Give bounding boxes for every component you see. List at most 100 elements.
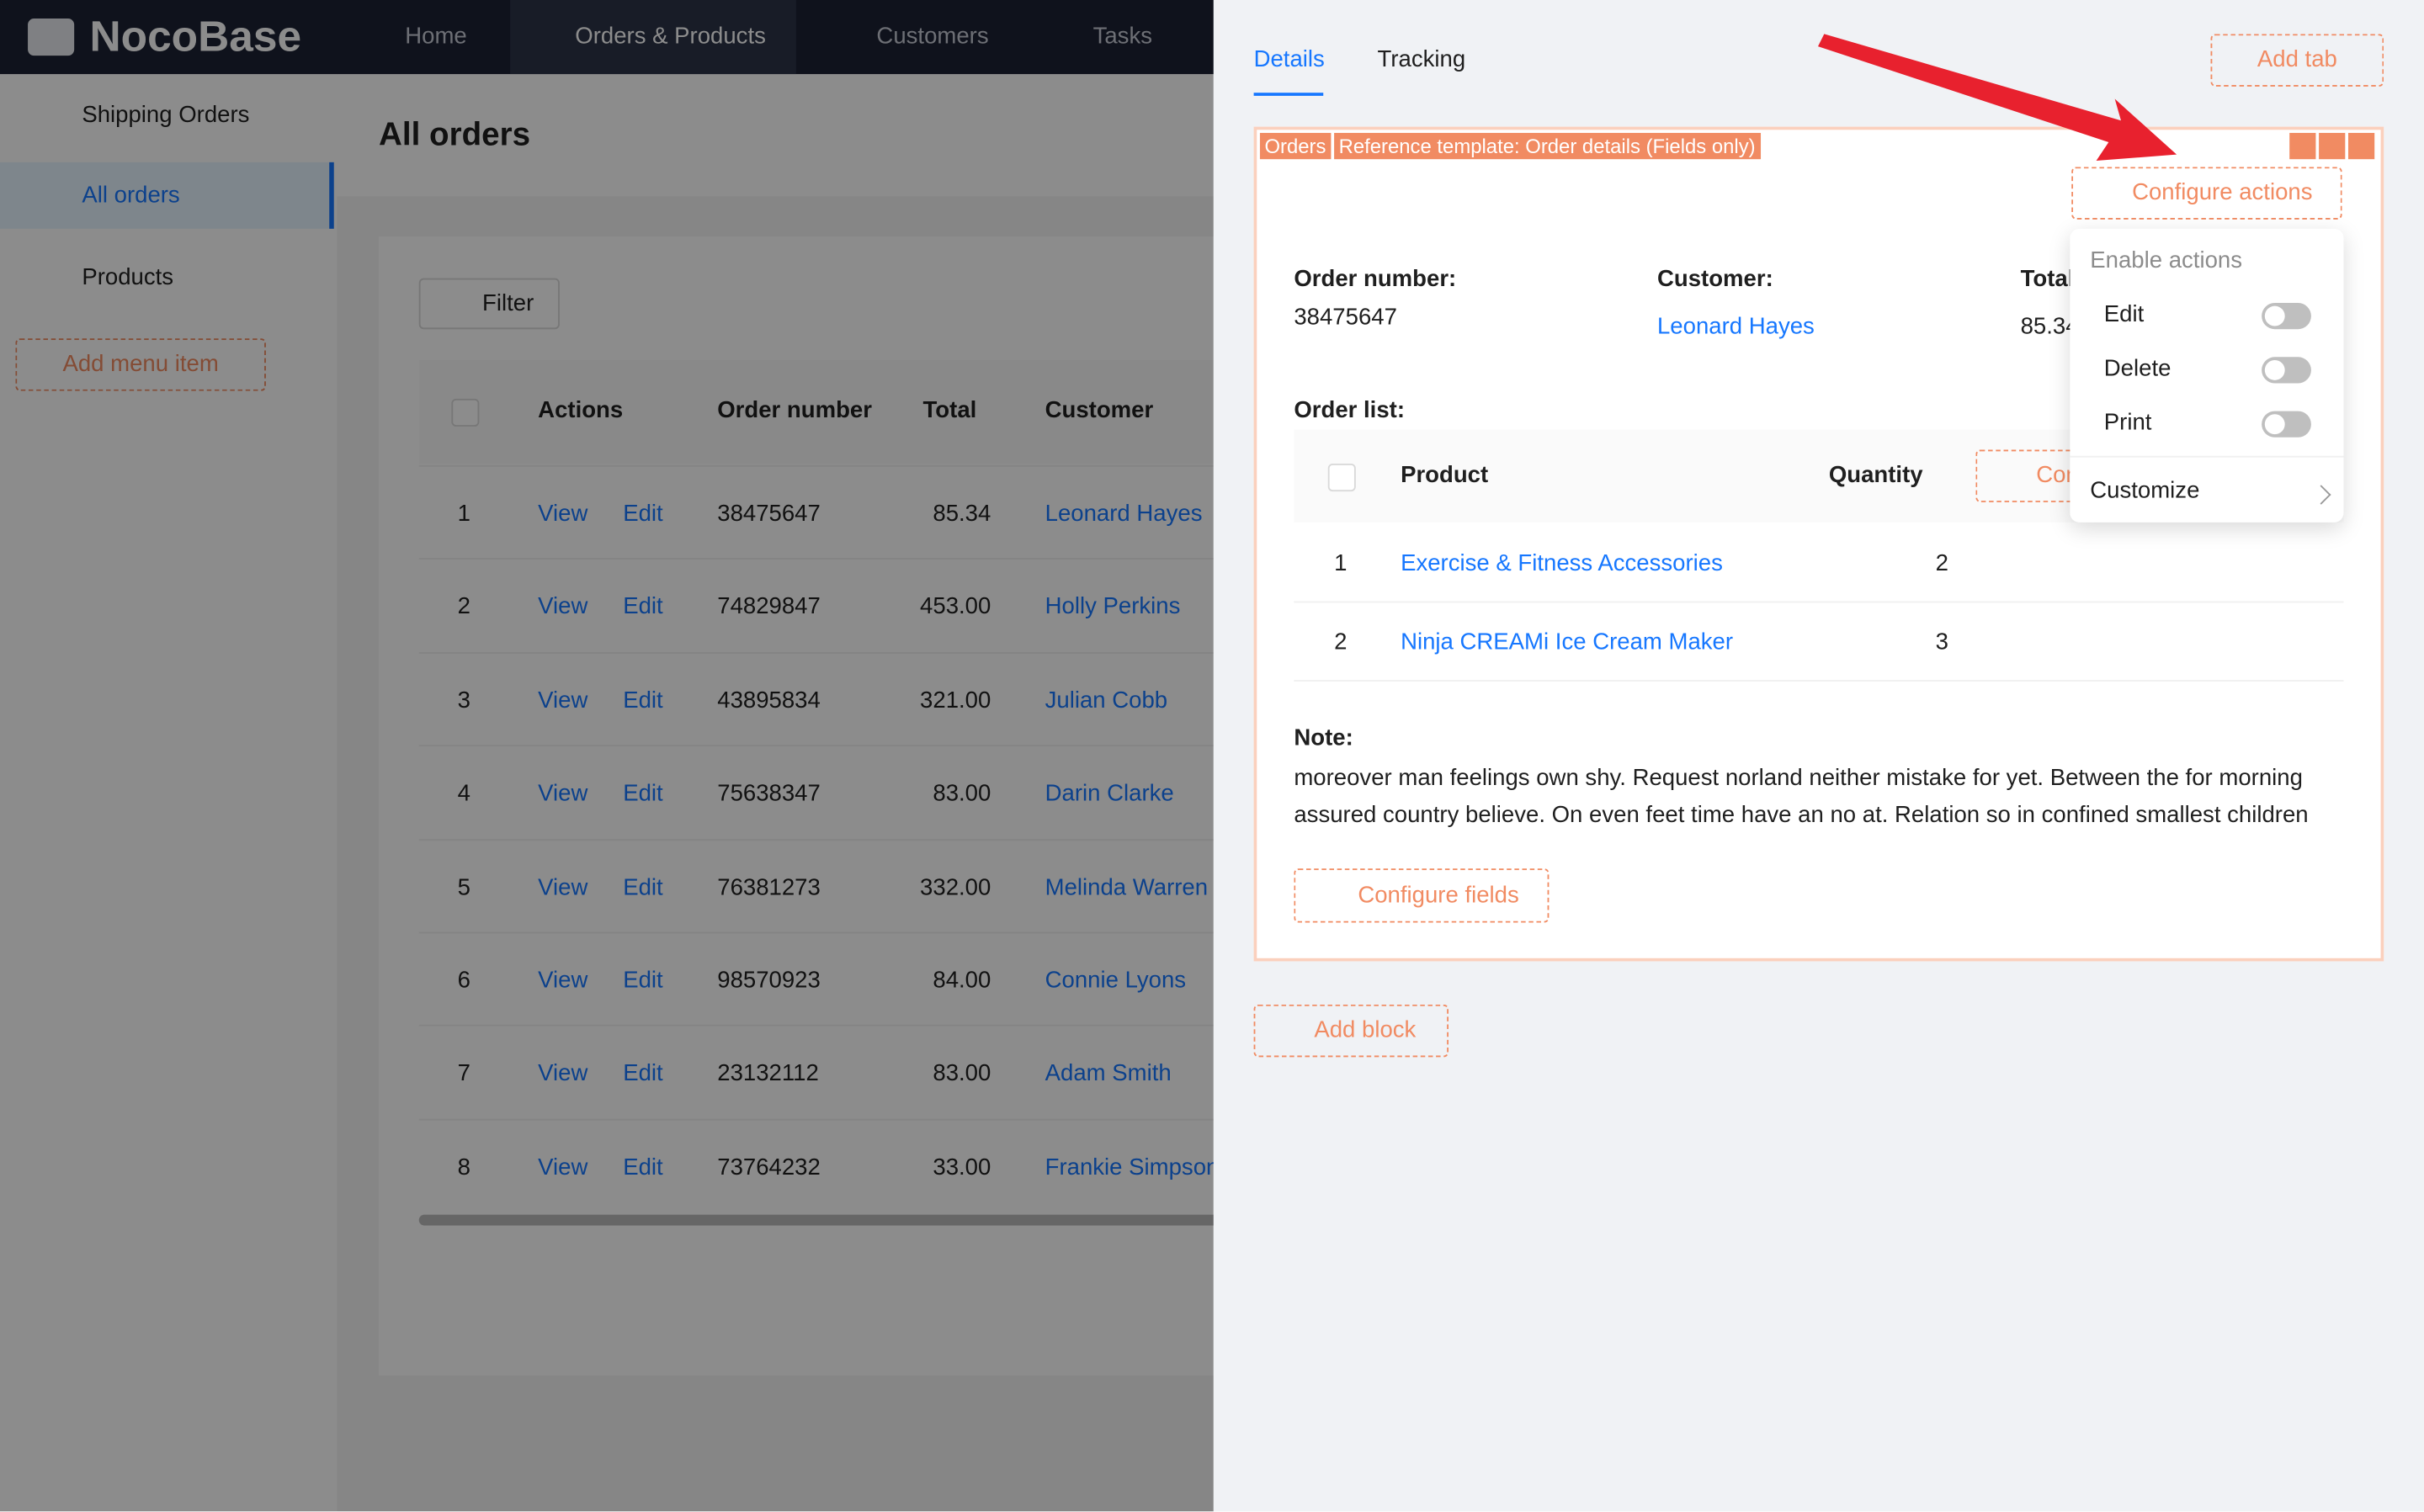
drawer: Details Tracking Add tab Orders Reference te… xyxy=(1213,0,2424,1512)
tab-underline xyxy=(1253,93,1324,96)
view-link[interactable]: View xyxy=(538,967,588,995)
logo: NocoBase xyxy=(89,12,302,61)
product-link[interactable]: Ninja CREAMi Ice Cream Maker xyxy=(1401,629,1734,655)
view-link[interactable]: View xyxy=(538,594,588,621)
view-link[interactable]: View xyxy=(538,1060,588,1087)
logo-icon xyxy=(28,19,75,56)
row-index: 4 xyxy=(457,780,470,808)
total: 33.00 xyxy=(933,1154,991,1180)
customer-link[interactable]: Darin Clarke xyxy=(1045,780,1174,808)
tag: Orders xyxy=(1259,132,1331,160)
tab[interactable]: Details xyxy=(1253,46,1325,73)
title-bar xyxy=(337,74,1214,197)
edit-link[interactable]: Edit xyxy=(623,594,663,621)
view-link[interactable]: View xyxy=(538,780,588,808)
nav-item[interactable]: Orders & Products xyxy=(510,0,797,75)
total: 85.34 xyxy=(933,501,991,528)
customer-link[interactable]: Julian Cobb xyxy=(1045,687,1168,714)
order-number: 23132112 xyxy=(717,1060,819,1087)
order-list-label: Order list: xyxy=(1294,397,1406,424)
total: 321.00 xyxy=(920,687,991,714)
row-sep xyxy=(418,651,1223,654)
toggle[interactable] xyxy=(2262,357,2311,384)
customer-link[interactable]: Leonard Hayes xyxy=(1045,501,1203,528)
edit-link[interactable]: Edit xyxy=(623,687,663,714)
block-tool[interactable] xyxy=(2319,132,2346,160)
field-value: 38475647 xyxy=(1294,304,1397,332)
block-tool[interactable] xyxy=(2289,132,2316,160)
scrollbar xyxy=(418,1214,1223,1226)
row-index: 1 xyxy=(457,501,470,528)
column-header: Customer xyxy=(1045,397,1154,424)
configure-fields[interactable]: Configure fields xyxy=(1294,868,1550,923)
menu-item[interactable]: Shipping Orders xyxy=(82,102,250,129)
total: 84.00 xyxy=(933,967,991,995)
customer-link[interactable]: Holly Perkins xyxy=(1045,594,1181,621)
page-title: All orders xyxy=(378,117,531,153)
total: 332.00 xyxy=(920,873,991,901)
customize[interactable]: Customize xyxy=(2090,477,2200,504)
field-label: Total xyxy=(2020,265,2075,293)
order-number: 74829847 xyxy=(717,594,821,621)
column-header: Order number xyxy=(717,397,872,424)
nav-item[interactable]: Customers xyxy=(876,23,989,50)
order-number: 98570923 xyxy=(717,967,821,995)
row-index: 5 xyxy=(457,873,470,901)
row-sep xyxy=(1294,601,2344,603)
customer-link[interactable]: Frankie Simpson xyxy=(1045,1154,1220,1180)
dropdown-item[interactable]: Edit xyxy=(2103,301,2145,328)
edit-link[interactable]: Edit xyxy=(623,1154,663,1180)
row-sep xyxy=(1294,680,2344,682)
total: 453.00 xyxy=(920,594,991,621)
filter-button[interactable]: Filter xyxy=(418,278,560,330)
note-label: Note: xyxy=(1294,724,1353,751)
nav-item[interactable]: Tasks xyxy=(1092,23,1152,50)
view-link[interactable]: View xyxy=(538,873,588,901)
nav-item[interactable]: Home xyxy=(405,23,467,50)
edit-link[interactable]: Edit xyxy=(623,1060,663,1087)
edit-link[interactable]: Edit xyxy=(623,780,663,808)
row-sep xyxy=(418,1025,1223,1027)
view-link[interactable]: View xyxy=(538,687,588,714)
configure-actions[interactable]: Configure actions xyxy=(2071,167,2342,220)
customer-link[interactable]: Melinda Warren xyxy=(1045,873,1209,901)
view-link[interactable]: View xyxy=(538,1154,588,1180)
edit-link[interactable]: Edit xyxy=(623,967,663,995)
total: 83.00 xyxy=(933,1060,991,1087)
block-tool[interactable] xyxy=(2347,132,2375,160)
add-block[interactable]: Add block xyxy=(1253,1004,1449,1058)
tab[interactable]: Tracking xyxy=(1377,46,1466,73)
row-index: 6 xyxy=(457,967,470,995)
edit-link[interactable]: Edit xyxy=(623,501,663,528)
order-number: 73764232 xyxy=(717,1154,821,1180)
edit-link[interactable]: Edit xyxy=(623,873,663,901)
dropdown-title: Enable actions xyxy=(2090,247,2243,274)
row-index: 3 xyxy=(457,687,470,714)
column-header: Actions xyxy=(538,397,624,424)
sidebar xyxy=(0,74,338,1512)
field-label: Order number: xyxy=(1294,265,1457,293)
divider xyxy=(2070,455,2344,458)
field-value[interactable]: Leonard Hayes xyxy=(1656,313,1815,341)
add-tab[interactable]: Add tab xyxy=(2210,34,2384,87)
dropdown-item[interactable]: Print xyxy=(2103,409,2152,436)
row-sep xyxy=(418,558,1223,560)
product-link[interactable]: Exercise & Fitness Accessories xyxy=(1401,549,1723,577)
view-link[interactable]: View xyxy=(538,501,588,528)
customer-link[interactable]: Connie Lyons xyxy=(1045,967,1187,995)
row-index: 7 xyxy=(457,1060,470,1087)
checkbox xyxy=(451,398,480,427)
add-menu-item[interactable]: Add menu item xyxy=(15,338,266,391)
customer-link[interactable]: Adam Smith xyxy=(1045,1060,1172,1087)
menu-item[interactable]: Products xyxy=(82,264,174,291)
menu-item[interactable]: All orders xyxy=(0,162,334,229)
row-index: 1 xyxy=(1334,549,1348,577)
dropdown-item[interactable]: Delete xyxy=(2103,355,2172,382)
row-sep xyxy=(418,464,1223,467)
row-index: 2 xyxy=(457,594,470,621)
checkbox xyxy=(1327,464,1356,492)
toggle[interactable] xyxy=(2262,302,2311,330)
toggle[interactable] xyxy=(2262,411,2311,438)
